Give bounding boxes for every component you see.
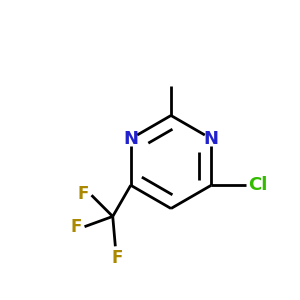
- Text: Cl: Cl: [248, 176, 268, 194]
- Text: N: N: [204, 130, 219, 148]
- Text: N: N: [123, 130, 138, 148]
- Text: F: F: [111, 249, 122, 267]
- Text: F: F: [70, 218, 82, 236]
- Text: F: F: [77, 185, 88, 203]
